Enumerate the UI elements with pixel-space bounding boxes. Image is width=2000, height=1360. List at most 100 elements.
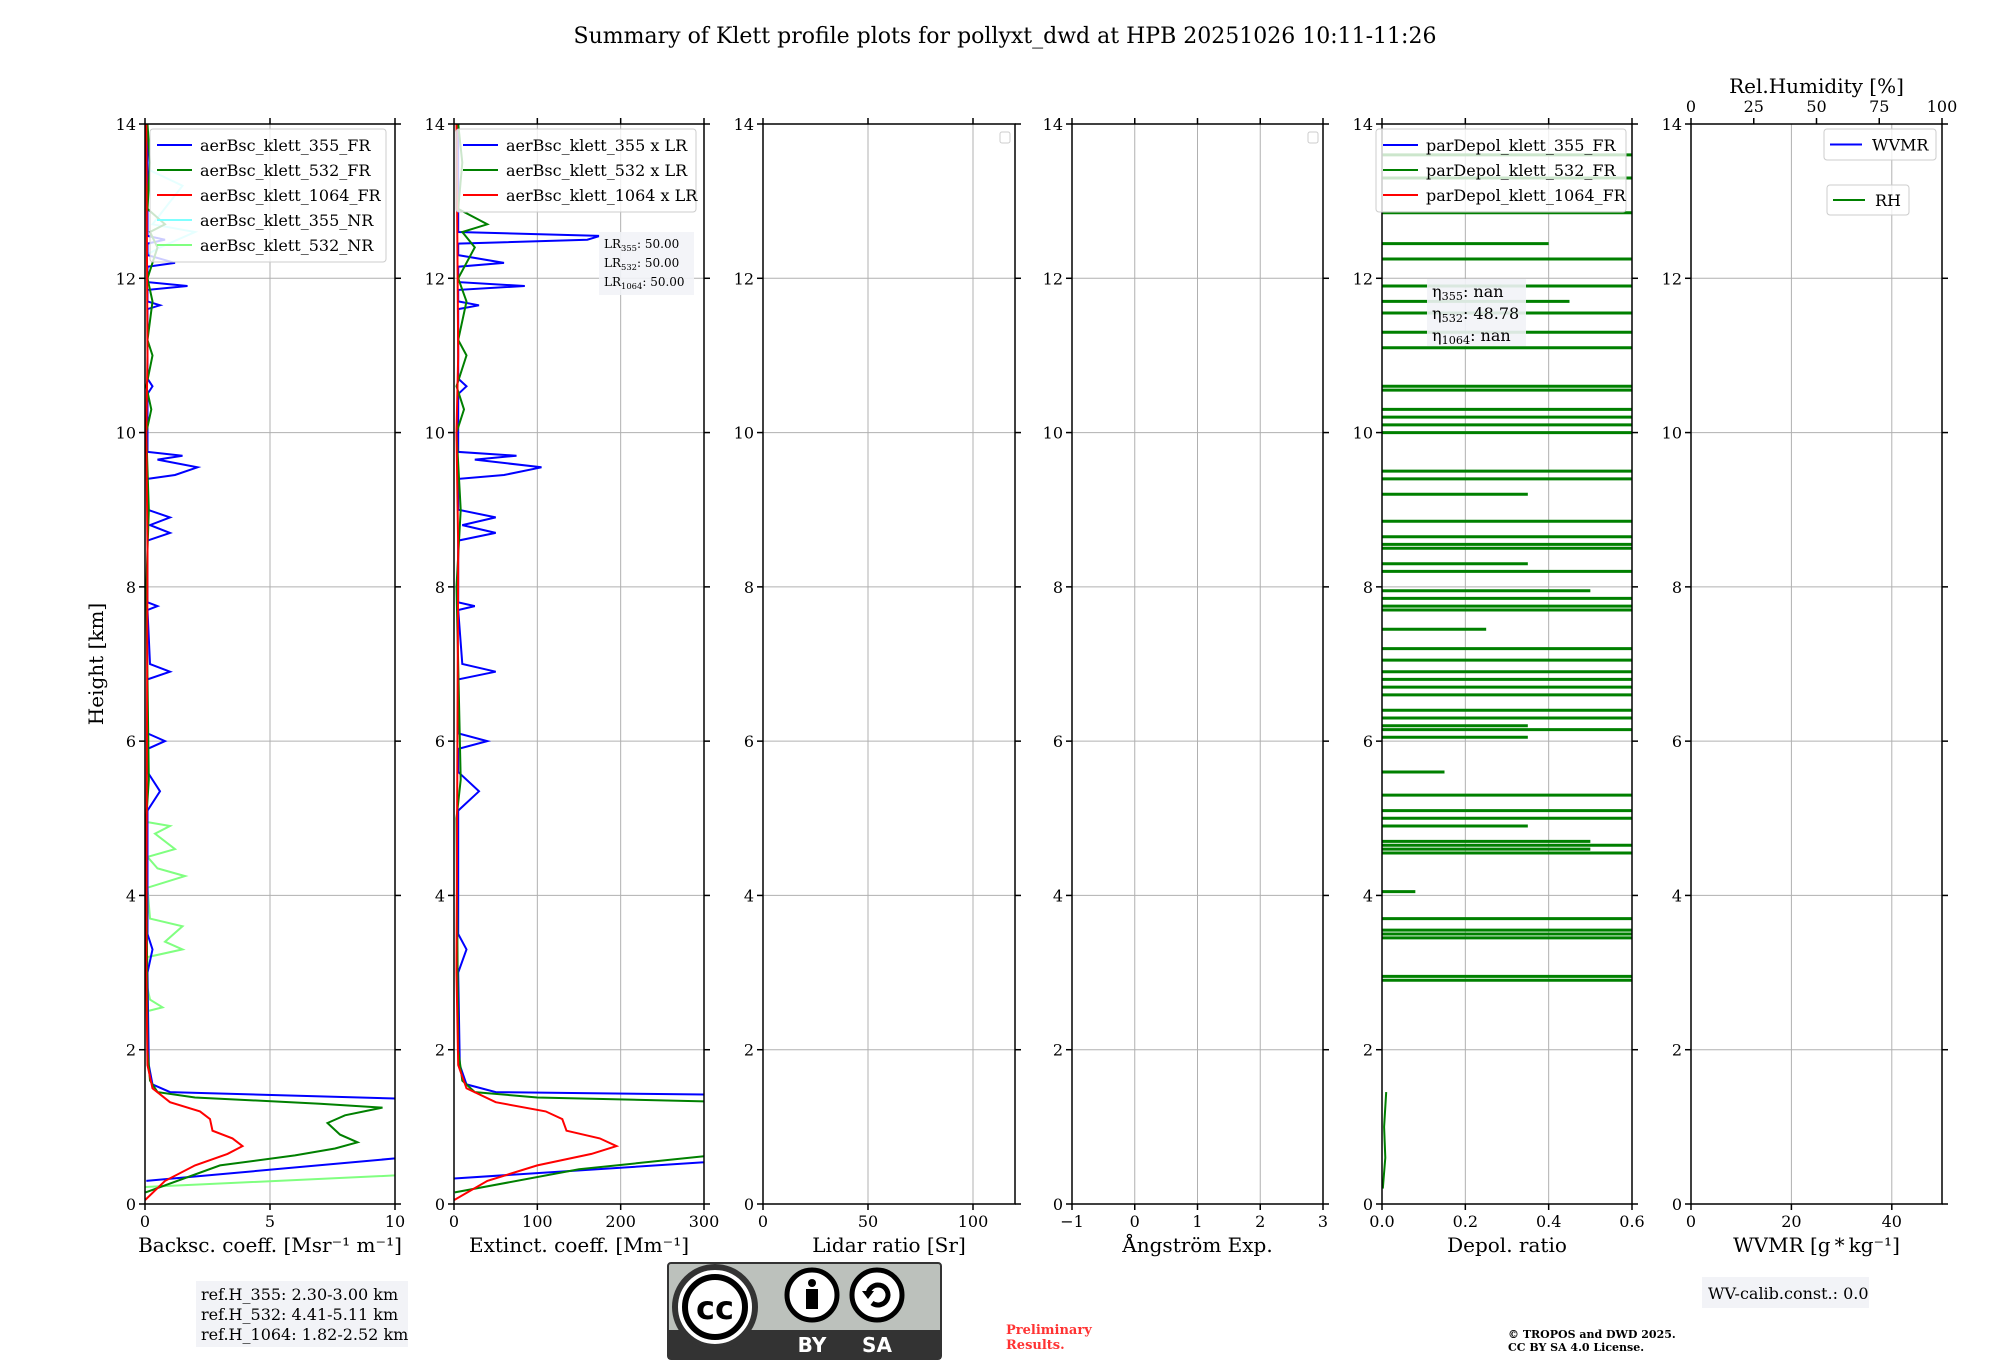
annotation-line: LR1064: 50.00: [604, 275, 685, 291]
legend-label: aerBsc_klett_1064_FR: [200, 186, 382, 205]
y-tick-label: 4: [435, 886, 445, 905]
axes-frame: [1690, 123, 1943, 1205]
x-tick-label: 0: [449, 1212, 459, 1231]
x-tick-label: 50: [858, 1212, 878, 1231]
preliminary-results-line2: Results.: [1006, 1338, 1065, 1353]
y-tick-label: 12: [734, 269, 754, 288]
y-tick-label: 0: [1363, 1195, 1373, 1214]
y-tick-label: 8: [1053, 578, 1063, 597]
plot-area: [145, 124, 395, 1201]
copyright-line2: CC BY SA 4.0 License.: [1508, 1341, 1644, 1354]
y-tick-label: 8: [744, 578, 754, 597]
y-tick-label: 10: [1662, 424, 1682, 443]
y-tick-label: 14: [116, 115, 136, 134]
y-tick-label: 4: [1672, 886, 1682, 905]
panel-6: 0 20 40 0 2 4 6 8 10 12 14 WVMR [g * kg⁻¹] 0 25 50 75 10…: [1662, 74, 1958, 1257]
annotation-line: η355: nan: [1432, 282, 1504, 303]
legend-label: aerBsc_klett_532_FR: [200, 161, 371, 180]
y-tick-label: 10: [1353, 424, 1373, 443]
y-tick-label: 12: [1662, 269, 1682, 288]
y-tick-label: 4: [1363, 886, 1373, 905]
legend: aerBsc_klett_355 x LR aerBsc_klett_532 x …: [455, 128, 698, 213]
x-tick-label: 0: [140, 1212, 150, 1231]
y-tick-label: 2: [1672, 1041, 1682, 1060]
legend-label: aerBsc_klett_355_NR: [200, 211, 374, 230]
wv-calibration-box: WV-calib.const.: 0.0: [1702, 1277, 1869, 1308]
top-x-tick-label: 50: [1806, 97, 1826, 116]
y-tick-label: 0: [744, 1195, 754, 1214]
y-tick-label: 0: [126, 1195, 136, 1214]
y-tick-label: 2: [1363, 1041, 1373, 1060]
annotation-line: LR355: 50.00: [604, 237, 679, 253]
x-tick-label: 0: [758, 1212, 768, 1231]
series-aerBsc_klett_355_FR: [146, 124, 395, 1182]
plot-area: [454, 124, 704, 1201]
y-tick-label: 2: [1053, 1041, 1063, 1060]
legend-frame: [1823, 128, 1937, 161]
legend-frame: [1826, 184, 1910, 216]
legend-frame: [1375, 128, 1627, 213]
y-tick-label: 12: [1353, 269, 1373, 288]
y-tick-label: 0: [1053, 1195, 1063, 1214]
legend-label: aerBsc_klett_532_NR: [200, 236, 374, 255]
ref-height-532: ref.H_532: 4.41-5.11 km: [201, 1305, 398, 1324]
panel-5: 0.0 0.2 0.4 0.6 0 2 4 6 8 10 12 14 Depol. ratio parDe…: [1353, 115, 1645, 1257]
preliminary-results-line1: Preliminary: [1006, 1323, 1092, 1338]
annotation-line: η1064: nan: [1432, 326, 1511, 347]
series-aerBsc_klett_532_NR: [145, 821, 395, 1188]
x-tick-label: 40: [1882, 1212, 1902, 1231]
legend-rh: RH: [1826, 184, 1910, 216]
share-alike-icon: [849, 1267, 905, 1323]
lidar-ratio-annotation: LR355: 50.00 LR532: 50.00 LR1064: 50.00: [599, 232, 694, 295]
svg-text:BY: BY: [798, 1333, 827, 1357]
legend-label: aerBsc_klett_532 x LR: [506, 161, 688, 180]
y-tick-label: 6: [1363, 732, 1373, 751]
y-tick-label: 4: [126, 886, 136, 905]
attribution-person-icon: [784, 1267, 840, 1323]
panel-1: 0 5 10 0 2 4 6 8 10 12 14 Backsc. coeff. [Msr⁻¹ m⁻¹…: [116, 115, 406, 1257]
y-tick-label: 14: [1043, 115, 1063, 134]
y-tick-label: 6: [435, 732, 445, 751]
x-tick-label: 100: [522, 1212, 553, 1231]
panel-3: 0 50 100 0 2 4 6 8 10 12 14 Lidar ratio [Sr]: [734, 115, 1021, 1257]
y-tick-label: 14: [734, 115, 754, 134]
y-tick-label: 14: [425, 115, 445, 134]
legend: aerBsc_klett_355_FR aerBsc_klett_532_FRae…: [149, 128, 387, 263]
y-tick-label: 6: [744, 732, 754, 751]
legend-label: aerBsc_klett_355 x LR: [506, 136, 688, 155]
annotation-line: η532: 48.78: [1432, 304, 1519, 325]
x-tick-label: 0.6: [1619, 1212, 1644, 1231]
copyright-line1: © TROPOS and DWD 2025.: [1508, 1328, 1676, 1341]
legend-label: parDepol_klett_355_FR: [1426, 136, 1617, 155]
series-aerBsc_klett_1064 x LR: [454, 124, 620, 1201]
y-tick-label: 8: [126, 578, 136, 597]
x-axis-label: Backsc. coeff. [Msr⁻¹ m⁻¹]: [138, 1233, 402, 1257]
legend-label: parDepol_klett_532_FR: [1426, 161, 1617, 180]
y-tick-label: 4: [1053, 886, 1063, 905]
y-tick-label: 10: [734, 424, 754, 443]
empty-legend-box: [1307, 131, 1319, 144]
x-tick-label: 0.0: [1369, 1212, 1394, 1231]
x-tick-label: 20: [1781, 1212, 1801, 1231]
y-tick-label: 8: [435, 578, 445, 597]
legend-label: WVMR: [1872, 136, 1929, 155]
legend-label: RH: [1875, 191, 1901, 210]
top-x-tick-label: 75: [1869, 97, 1889, 116]
y-tick-label: 6: [126, 732, 136, 751]
legend-frame: [149, 128, 387, 263]
y-tick-label: 10: [116, 424, 136, 443]
y-tick-label: 6: [1053, 732, 1063, 751]
axes-frame: [1381, 123, 1633, 1205]
top-x-tick-label: 0: [1686, 97, 1696, 116]
legend-wvmr: WVMR: [1823, 128, 1937, 161]
x-tick-label: 100: [958, 1212, 989, 1231]
axes-frame: [762, 123, 1016, 1205]
y-tick-label: 2: [744, 1041, 754, 1060]
y-tick-label: 10: [425, 424, 445, 443]
y-tick-label: 0: [1672, 1195, 1682, 1214]
series-aerBsc_klett_1064_FR: [145, 124, 245, 1201]
axes-frame: [453, 123, 705, 1205]
